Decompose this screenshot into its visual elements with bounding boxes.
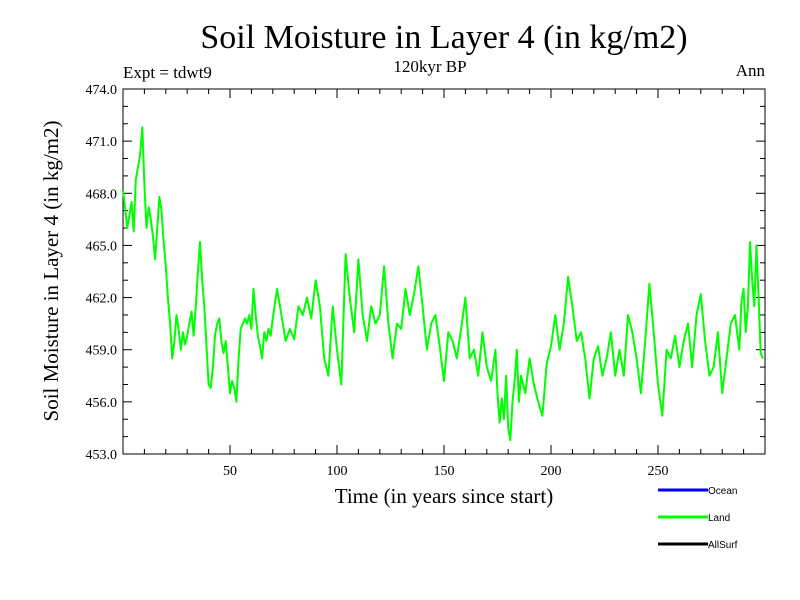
y-tick-label: 471.0	[86, 135, 118, 150]
plot-frame	[122, 88, 766, 455]
y-axis: 453.0 456.0 459.0 462.0 465.0 468.0 471.0 474.0	[86, 83, 765, 463]
x-axis-label: Time (in years since start)	[335, 484, 554, 508]
y-tick-label: 468.0	[86, 187, 118, 202]
legend-label-allsurf: AllSurf	[708, 540, 738, 551]
chart-title: Soil Moisture in Layer 4 (in kg/m2)	[200, 19, 687, 56]
x-axis: 50 100 150 200 250	[143, 89, 745, 479]
x-tick-label: 250	[648, 464, 669, 479]
legend-label-land: Land	[708, 513, 730, 524]
y-axis-label: Soil Moisture in Layer 4 (in kg/m2)	[39, 121, 63, 422]
experiment-label: Expt = tdwt9	[123, 63, 212, 82]
y-tick-label: 453.0	[86, 448, 118, 463]
x-tick-label: 50	[223, 464, 237, 479]
y-tick-label: 459.0	[86, 344, 118, 359]
chart-subtitle: 120kyr BP	[393, 57, 466, 76]
series-line-land	[122, 126, 764, 442]
legend: Ocean Land AllSurf	[658, 486, 738, 551]
y-tick-label: 456.0	[86, 396, 118, 411]
x-tick-label: 150	[434, 464, 455, 479]
season-label: Ann	[736, 61, 766, 80]
x-tick-label: 200	[541, 464, 562, 479]
y-tick-label: 462.0	[86, 292, 118, 307]
y-tick-label: 474.0	[86, 83, 118, 98]
x-tick-label: 100	[327, 464, 348, 479]
legend-label-ocean: Ocean	[708, 486, 737, 497]
series-layer	[122, 126, 764, 442]
y-tick-label: 465.0	[86, 239, 118, 254]
